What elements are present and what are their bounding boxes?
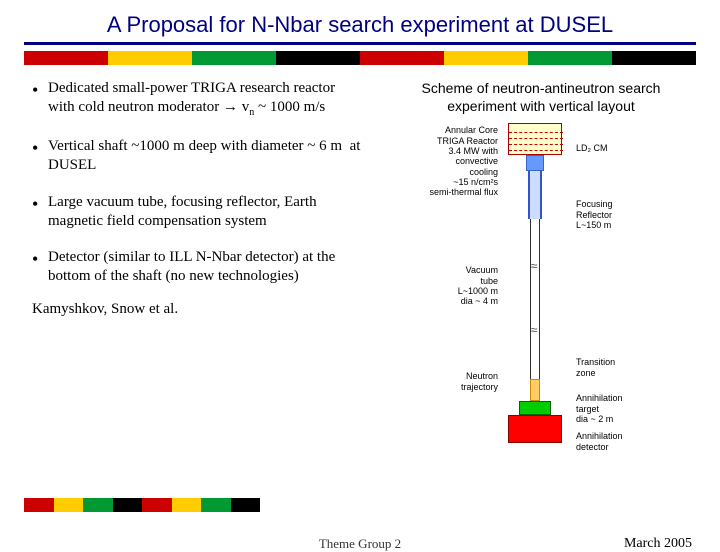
stripe (276, 51, 360, 65)
bullet-item: Detector (similar to ILL N-Nbar detector… (32, 248, 362, 286)
bullet-item: Dedicated small-power TRIGA research rea… (32, 79, 362, 119)
stripe (528, 51, 612, 65)
label-transition: Transitionzone (576, 357, 615, 378)
stripe (24, 51, 108, 65)
stripe (201, 498, 231, 512)
tube-break-mark: ≈ (518, 259, 552, 273)
bottom-color-stripes (24, 498, 260, 512)
stripe (108, 51, 192, 65)
attribution: Kamyshkov, Snow et al. (32, 300, 362, 319)
vacuum-tube (530, 219, 540, 379)
stripe (83, 498, 113, 512)
scheme-caption-line1: Scheme of neutron-antineutron search (422, 80, 661, 96)
bullet-list: Dedicated small-power TRIGA research rea… (32, 79, 362, 463)
footer-date: March 2005 (624, 536, 692, 552)
label-cold-moderator: LD₂ CM (576, 143, 608, 153)
experiment-diagram: LD₂ CM Annular CoreTRIGA Reactor3.4 MW w… (380, 123, 690, 463)
cold-moderator-block (526, 155, 544, 171)
stripe (172, 498, 202, 512)
top-color-stripes (24, 51, 696, 65)
scheme-caption-line2: experiment with vertical layout (447, 98, 635, 114)
stripe (444, 51, 528, 65)
stripe (612, 51, 696, 65)
transition-zone (530, 379, 540, 401)
label-reactor: Annular CoreTRIGA Reactor3.4 MW withconv… (398, 125, 498, 197)
bullet-item: Vertical shaft ~1000 m deep with diamete… (32, 137, 362, 175)
bullet-item: Large vacuum tube, focusing reflector, E… (32, 193, 362, 231)
diagram-column: Scheme of neutron-antineutron search exp… (362, 79, 702, 463)
scheme-caption: Scheme of neutron-antineutron search exp… (380, 79, 702, 115)
stripe (192, 51, 276, 65)
focusing-reflector (528, 171, 542, 219)
label-reflector: FocusingReflectorL~150 m (576, 199, 613, 230)
reactor-block (508, 123, 562, 155)
label-trajectory: Neutrontrajectory (428, 371, 498, 392)
annihilation-detector (508, 415, 562, 443)
stripe (360, 51, 444, 65)
tube-break-mark: ≈ (518, 323, 552, 337)
label-detector: Annihilationdetector (576, 431, 623, 452)
reactor-tick (509, 132, 563, 133)
reactor-tick (509, 150, 563, 151)
footer-center: Theme Group 2 (0, 536, 720, 552)
stripe (231, 498, 261, 512)
stripe (54, 498, 84, 512)
stripe (24, 498, 54, 512)
bottom-stripes-container (0, 498, 260, 512)
annihilation-target (519, 401, 551, 415)
stripe (142, 498, 172, 512)
content-area: Dedicated small-power TRIGA research rea… (0, 65, 720, 463)
stripe (113, 498, 143, 512)
slide-title: A Proposal for N-Nbar search experiment … (0, 0, 720, 42)
label-vacuum: VacuumtubeL~1000 mdia ~ 4 m (428, 265, 498, 306)
reactor-tick (509, 138, 563, 139)
label-target: Annihilationtargetdia ~ 2 m (576, 393, 623, 424)
reactor-tick (509, 144, 563, 145)
title-underline (24, 42, 696, 45)
